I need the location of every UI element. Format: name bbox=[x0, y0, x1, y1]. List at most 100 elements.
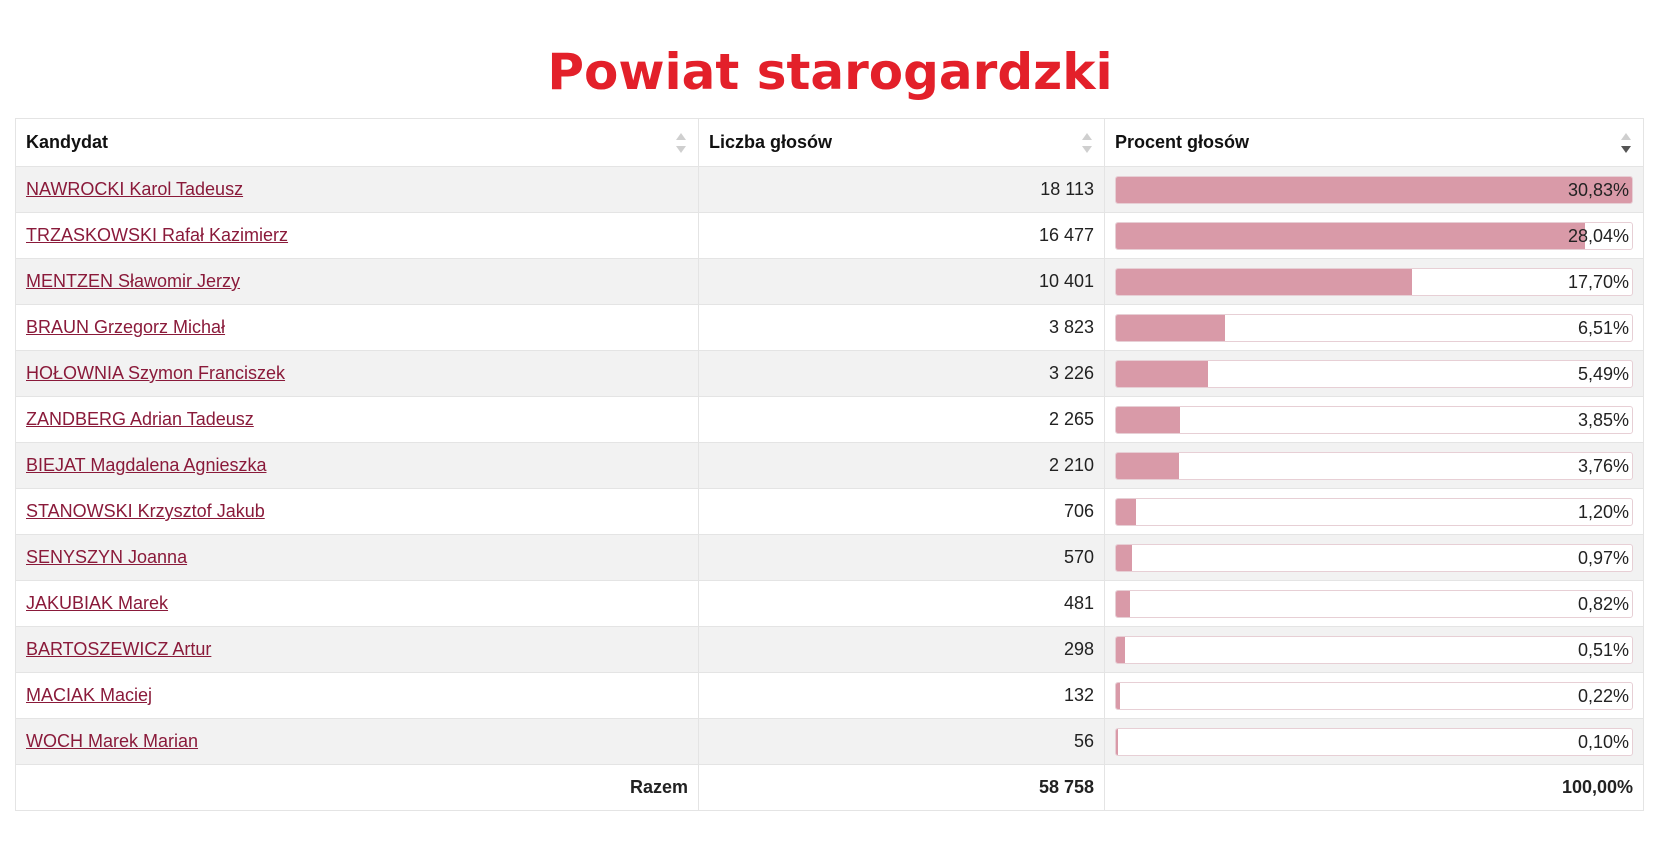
votes-cell: 3 226 bbox=[698, 350, 1105, 397]
percent-cell: 0,97% bbox=[1104, 534, 1644, 581]
column-header-label: Liczba głosów bbox=[709, 132, 833, 152]
candidate-cell: TRZASKOWSKI Rafał Kazimierz bbox=[15, 212, 699, 259]
percent-cell: 30,83% bbox=[1104, 166, 1644, 213]
candidate-link[interactable]: HOŁOWNIA Szymon Franciszek bbox=[26, 363, 286, 383]
percent-bar-fill bbox=[1116, 636, 1125, 663]
percent-cell: 28,04% bbox=[1104, 212, 1644, 259]
percent-label: 0,10% bbox=[1577, 731, 1629, 752]
candidate-cell: JAKUBIAK Marek bbox=[15, 580, 699, 627]
percent-bar-fill bbox=[1116, 590, 1130, 617]
percent-cell: 3,85% bbox=[1104, 396, 1644, 443]
percent-label: 0,22% bbox=[1577, 685, 1629, 706]
candidate-link[interactable]: ZANDBERG Adrian Tadeusz bbox=[26, 409, 254, 429]
column-header-candidate[interactable]: Kandydat bbox=[15, 118, 699, 167]
candidate-cell: BARTOSZEWICZ Artur bbox=[15, 626, 699, 673]
table-row: TRZASKOWSKI Rafał Kazimierz 16 477 28,04% bbox=[15, 212, 1644, 259]
percent-label: 3,76% bbox=[1577, 455, 1629, 476]
percent-label: 3,85% bbox=[1577, 409, 1629, 430]
table-row: ZANDBERG Adrian Tadeusz 2 265 3,85% bbox=[15, 396, 1644, 443]
percent-bar: 6,51% bbox=[1115, 313, 1633, 342]
votes-cell: 481 bbox=[698, 580, 1105, 627]
percent-bar-fill bbox=[1116, 314, 1225, 341]
table-row: WOCH Marek Marian 56 0,10% bbox=[15, 718, 1644, 765]
table-row: STANOWSKI Krzysztof Jakub 706 1,20% bbox=[15, 488, 1644, 535]
candidate-link[interactable]: BRAUN Grzegorz Michał bbox=[26, 317, 226, 337]
candidate-cell: BIEJAT Magdalena Agnieszka bbox=[15, 442, 699, 489]
percent-bar-fill bbox=[1116, 406, 1181, 433]
percent-label: 0,97% bbox=[1577, 547, 1629, 568]
percent-cell: 6,51% bbox=[1104, 304, 1644, 351]
votes-cell: 2 210 bbox=[698, 442, 1105, 489]
percent-bar-fill bbox=[1116, 268, 1413, 295]
candidate-cell: HOŁOWNIA Szymon Franciszek bbox=[15, 350, 699, 397]
candidate-link[interactable]: BIEJAT Magdalena Agnieszka bbox=[26, 455, 267, 475]
total-label: Razem bbox=[15, 764, 699, 811]
table-row: SENYSZYN Joanna 570 0,97% bbox=[15, 534, 1644, 581]
candidate-link[interactable]: WOCH Marek Marian bbox=[26, 731, 199, 751]
candidate-cell: NAWROCKI Karol Tadeusz bbox=[15, 166, 699, 213]
candidate-link[interactable]: BARTOSZEWICZ Artur bbox=[26, 639, 212, 659]
percent-label: 28,04% bbox=[1567, 225, 1629, 246]
table-row: BRAUN Grzegorz Michał 3 823 6,51% bbox=[15, 304, 1644, 351]
votes-cell: 10 401 bbox=[698, 258, 1105, 305]
votes-cell: 3 823 bbox=[698, 304, 1105, 351]
candidate-link[interactable]: TRZASKOWSKI Rafał Kazimierz bbox=[26, 225, 289, 245]
column-header-label: Procent głosów bbox=[1115, 132, 1250, 152]
percent-bar: 30,83% bbox=[1115, 175, 1633, 204]
table-row: MENTZEN Sławomir Jerzy 10 401 17,70% bbox=[15, 258, 1644, 305]
percent-label: 1,20% bbox=[1577, 501, 1629, 522]
percent-bar: 5,49% bbox=[1115, 359, 1633, 388]
candidate-cell: SENYSZYN Joanna bbox=[15, 534, 699, 581]
column-header-votes[interactable]: Liczba głosów bbox=[698, 118, 1105, 167]
results-table: Kandydat Liczba głosów Procent głosów NA… bbox=[15, 118, 1644, 811]
candidate-cell: MENTZEN Sławomir Jerzy bbox=[15, 258, 699, 305]
percent-bar: 3,76% bbox=[1115, 451, 1633, 480]
votes-cell: 706 bbox=[698, 488, 1105, 535]
sort-icon[interactable] bbox=[1082, 133, 1092, 153]
percent-label: 17,70% bbox=[1567, 271, 1629, 292]
votes-cell: 2 265 bbox=[698, 396, 1105, 443]
percent-bar: 1,20% bbox=[1115, 497, 1633, 526]
votes-cell: 16 477 bbox=[698, 212, 1105, 259]
votes-cell: 570 bbox=[698, 534, 1105, 581]
votes-cell: 298 bbox=[698, 626, 1105, 673]
candidate-link[interactable]: JAKUBIAK Marek bbox=[26, 593, 169, 613]
percent-cell: 0,22% bbox=[1104, 672, 1644, 719]
candidate-link[interactable]: STANOWSKI Krzysztof Jakub bbox=[26, 501, 265, 521]
page-title: Powiat starogardzki bbox=[547, 43, 1113, 101]
candidate-cell: ZANDBERG Adrian Tadeusz bbox=[15, 396, 699, 443]
percent-bar: 0,22% bbox=[1115, 681, 1633, 710]
percent-bar: 0,51% bbox=[1115, 635, 1633, 664]
percent-bar-fill bbox=[1116, 682, 1120, 709]
percent-bar: 17,70% bbox=[1115, 267, 1633, 296]
table-row: BIEJAT Magdalena Agnieszka 2 210 3,76% bbox=[15, 442, 1644, 489]
percent-bar-fill bbox=[1116, 452, 1179, 479]
percent-bar-fill bbox=[1116, 544, 1133, 571]
percent-bar: 0,82% bbox=[1115, 589, 1633, 618]
votes-cell: 56 bbox=[698, 718, 1105, 765]
table-row: NAWROCKI Karol Tadeusz 18 113 30,83% bbox=[15, 166, 1644, 213]
total-row: Razem 58 758 100,00% bbox=[15, 764, 1644, 811]
sort-icon[interactable] bbox=[676, 133, 686, 153]
table-row: HOŁOWNIA Szymon Franciszek 3 226 5,49% bbox=[15, 350, 1644, 397]
percent-cell: 0,10% bbox=[1104, 718, 1644, 765]
candidate-cell: STANOWSKI Krzysztof Jakub bbox=[15, 488, 699, 535]
candidate-link[interactable]: MENTZEN Sławomir Jerzy bbox=[26, 271, 241, 291]
candidate-link[interactable]: SENYSZYN Joanna bbox=[26, 547, 188, 567]
candidate-link[interactable]: NAWROCKI Karol Tadeusz bbox=[26, 179, 244, 199]
percent-bar: 28,04% bbox=[1115, 221, 1633, 250]
candidate-cell: WOCH Marek Marian bbox=[15, 718, 699, 765]
percent-label: 0,51% bbox=[1577, 639, 1629, 660]
percent-label: 5,49% bbox=[1577, 363, 1629, 384]
percent-bar: 0,97% bbox=[1115, 543, 1633, 572]
column-header-percent[interactable]: Procent głosów bbox=[1104, 118, 1644, 167]
percent-label: 30,83% bbox=[1567, 179, 1629, 200]
percent-bar-fill bbox=[1116, 498, 1137, 525]
percent-cell: 17,70% bbox=[1104, 258, 1644, 305]
percent-cell: 5,49% bbox=[1104, 350, 1644, 397]
candidate-link[interactable]: MACIAK Maciej bbox=[26, 685, 153, 705]
percent-bar-fill bbox=[1116, 176, 1632, 203]
sort-descending-icon[interactable] bbox=[1621, 133, 1631, 153]
percent-cell: 0,82% bbox=[1104, 580, 1644, 627]
percent-bar-fill bbox=[1116, 222, 1586, 249]
